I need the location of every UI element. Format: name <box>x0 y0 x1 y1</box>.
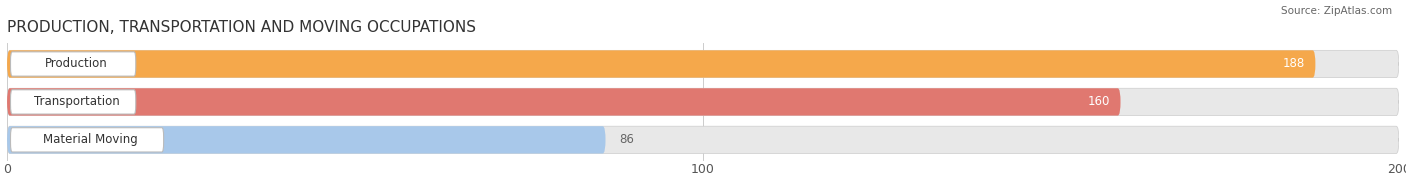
Text: Production: Production <box>45 57 108 71</box>
FancyBboxPatch shape <box>7 88 1399 116</box>
Text: 188: 188 <box>1282 57 1305 71</box>
FancyBboxPatch shape <box>10 128 163 152</box>
FancyBboxPatch shape <box>10 90 136 114</box>
FancyBboxPatch shape <box>7 50 1316 78</box>
FancyBboxPatch shape <box>7 126 1399 153</box>
Text: Transportation: Transportation <box>34 95 120 108</box>
FancyBboxPatch shape <box>7 126 606 153</box>
Text: PRODUCTION, TRANSPORTATION AND MOVING OCCUPATIONS: PRODUCTION, TRANSPORTATION AND MOVING OC… <box>7 20 477 35</box>
Text: 160: 160 <box>1088 95 1111 108</box>
FancyBboxPatch shape <box>7 88 1121 116</box>
FancyBboxPatch shape <box>7 50 1399 78</box>
Text: 86: 86 <box>620 133 634 146</box>
FancyBboxPatch shape <box>10 52 136 76</box>
Text: Source: ZipAtlas.com: Source: ZipAtlas.com <box>1281 6 1392 16</box>
Text: Material Moving: Material Moving <box>44 133 138 146</box>
